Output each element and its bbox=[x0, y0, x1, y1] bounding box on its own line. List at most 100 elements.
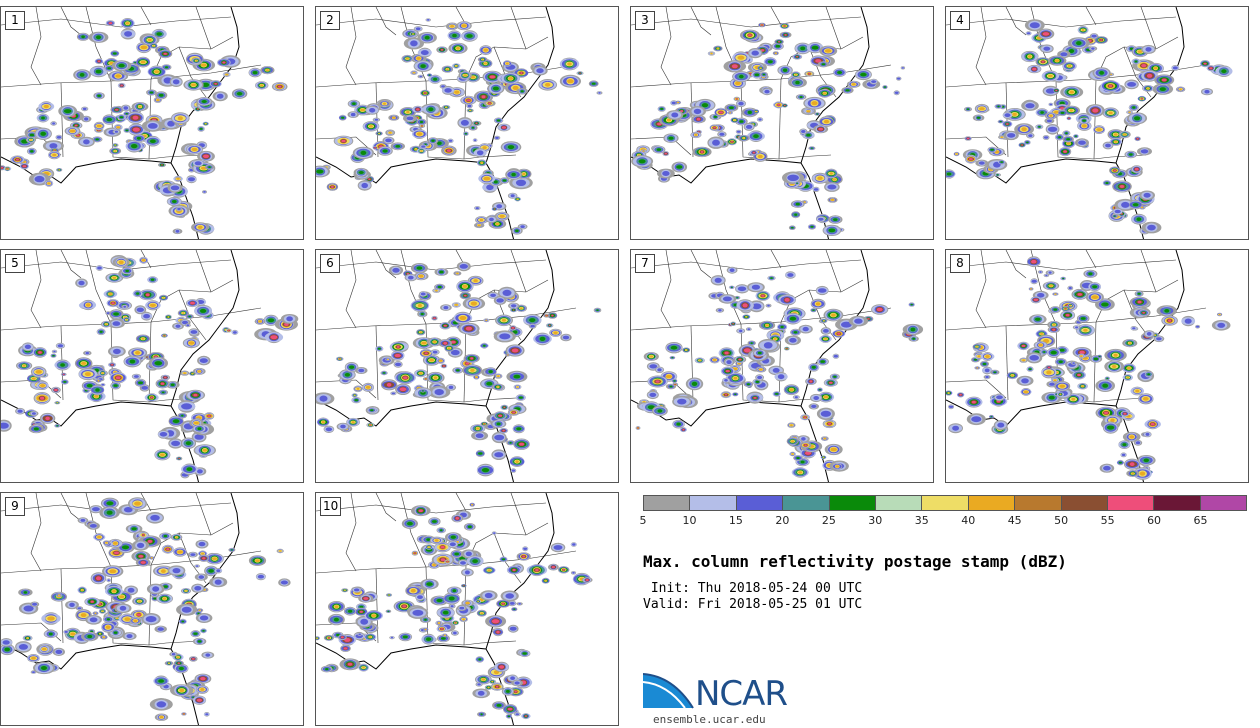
reflectivity-cell bbox=[696, 117, 701, 121]
reflectivity-cell bbox=[416, 108, 420, 111]
reflectivity-cell bbox=[824, 49, 832, 53]
reflectivity-cell bbox=[200, 63, 207, 67]
reflectivity-cell bbox=[1105, 143, 1111, 148]
reflectivity-cell bbox=[352, 102, 356, 105]
reflectivity-cell bbox=[416, 266, 423, 270]
reflectivity-cell bbox=[501, 126, 507, 129]
reflectivity-cell bbox=[978, 161, 985, 165]
reflectivity-cell bbox=[111, 364, 114, 366]
reflectivity-cell bbox=[496, 422, 501, 426]
reflectivity-cell bbox=[96, 124, 102, 128]
reflectivity-cell bbox=[1159, 87, 1166, 91]
reflectivity-cell bbox=[1132, 203, 1139, 207]
reflectivity-cell bbox=[138, 105, 142, 108]
state-boundary bbox=[30, 250, 42, 329]
reflectivity-cell bbox=[1147, 224, 1156, 231]
reflectivity-cell bbox=[1129, 47, 1134, 50]
state-boundary bbox=[195, 250, 212, 293]
reflectivity-cell bbox=[135, 351, 141, 355]
reflectivity-cell bbox=[278, 85, 282, 88]
reflectivity-cell bbox=[203, 154, 209, 159]
reflectivity-cell bbox=[1032, 67, 1037, 71]
reflectivity-cell bbox=[1045, 88, 1056, 94]
reflectivity-cell bbox=[469, 110, 471, 111]
reflectivity-cell bbox=[428, 74, 431, 76]
reflectivity-cell bbox=[190, 301, 195, 305]
reflectivity-cell bbox=[1091, 34, 1097, 38]
reflectivity-cell bbox=[486, 381, 493, 386]
reflectivity-cell bbox=[125, 113, 128, 115]
reflectivity-cell bbox=[156, 99, 160, 101]
reflectivity-cell bbox=[511, 348, 519, 353]
reflectivity-cell bbox=[134, 375, 139, 378]
reflectivity-cell bbox=[467, 104, 472, 108]
reflectivity-cell bbox=[419, 75, 423, 78]
reflectivity-cell bbox=[197, 225, 203, 229]
reflectivity-cell bbox=[747, 328, 751, 331]
reflectivity-cell bbox=[265, 69, 270, 72]
reflectivity-cell bbox=[160, 382, 165, 385]
reflectivity-cell bbox=[356, 387, 360, 390]
reflectivity-cell bbox=[671, 101, 676, 105]
reflectivity-cell bbox=[480, 161, 484, 164]
state-boundary bbox=[60, 250, 82, 279]
reflectivity-cell bbox=[319, 395, 328, 402]
reflectivity-cell bbox=[105, 323, 108, 325]
reflectivity-cell bbox=[787, 174, 799, 181]
reflectivity-cell bbox=[208, 166, 211, 169]
reflectivity-cell bbox=[1068, 49, 1075, 53]
reflectivity-cell bbox=[118, 260, 124, 265]
reflectivity-cell bbox=[175, 324, 181, 328]
reflectivity-cell bbox=[150, 278, 155, 281]
reflectivity-cell bbox=[789, 316, 797, 321]
reflectivity-cell bbox=[394, 353, 401, 358]
reflectivity-cell bbox=[140, 60, 146, 64]
reflectivity-cell bbox=[412, 33, 414, 35]
reflectivity-cell bbox=[478, 452, 483, 455]
reflectivity-cell bbox=[53, 350, 56, 353]
stamp-panel: 2 bbox=[315, 6, 619, 240]
reflectivity-cell bbox=[955, 153, 958, 155]
reflectivity-cell bbox=[172, 79, 180, 85]
reflectivity-cell bbox=[413, 72, 415, 74]
reflectivity-cell bbox=[360, 108, 366, 112]
state-boundary bbox=[30, 7, 42, 86]
reflectivity-cell bbox=[529, 318, 536, 323]
state-boundary bbox=[660, 7, 672, 86]
reflectivity-cell bbox=[735, 81, 741, 86]
reflectivity-cell bbox=[730, 141, 734, 143]
reflectivity-cell bbox=[827, 184, 837, 190]
reflectivity-cell bbox=[476, 427, 480, 430]
reflectivity-cell bbox=[1081, 124, 1087, 128]
reflectivity-cell bbox=[341, 139, 346, 143]
reflectivity-cell bbox=[979, 107, 985, 111]
reflectivity-cell bbox=[548, 324, 551, 326]
reflectivity-cell bbox=[96, 35, 101, 40]
reflectivity-cell bbox=[473, 279, 478, 283]
reflectivity-cell bbox=[1029, 22, 1040, 29]
reflectivity-cell bbox=[551, 314, 554, 317]
reflectivity-cell bbox=[664, 152, 667, 155]
reflectivity-cell bbox=[775, 44, 781, 48]
state-boundary bbox=[770, 250, 782, 269]
reflectivity-cell bbox=[485, 319, 488, 321]
reflectivity-cell bbox=[136, 136, 141, 140]
reflectivity-cell bbox=[399, 387, 407, 392]
reflectivity-map bbox=[631, 250, 924, 482]
reflectivity-cell bbox=[1209, 67, 1213, 70]
reflectivity-cell bbox=[163, 335, 166, 336]
reflectivity-cell bbox=[464, 133, 467, 135]
reflectivity-cell bbox=[483, 423, 485, 425]
reflectivity-cell bbox=[1078, 140, 1086, 145]
state-boundary bbox=[1005, 7, 1027, 36]
reflectivity-cell bbox=[512, 309, 515, 311]
reflectivity-cell bbox=[52, 355, 55, 357]
reflectivity-cell bbox=[507, 145, 515, 150]
reflectivity-cell bbox=[1132, 106, 1136, 109]
reflectivity-cell bbox=[382, 372, 386, 374]
state-boundary bbox=[825, 7, 842, 50]
reflectivity-cell bbox=[1146, 87, 1150, 90]
reflectivity-cell bbox=[443, 324, 447, 327]
reflectivity-cell bbox=[754, 73, 760, 77]
reflectivity-cell bbox=[438, 359, 443, 362]
